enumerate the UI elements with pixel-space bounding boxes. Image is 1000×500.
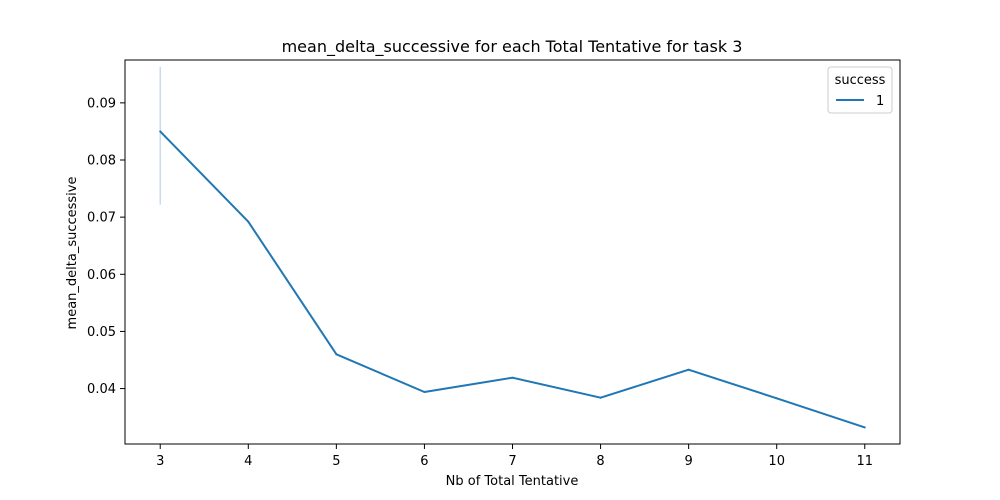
x-tick-label: 4 bbox=[244, 454, 252, 469]
y-axis: 0.04 0.05 0.06 0.07 0.08 0.09 bbox=[87, 96, 125, 397]
data-point bbox=[159, 130, 162, 133]
series-line bbox=[159, 130, 866, 429]
legend: success 1 bbox=[827, 66, 893, 114]
y-tick-label: 0.07 bbox=[87, 211, 116, 226]
data-point bbox=[247, 220, 250, 223]
data-point bbox=[335, 353, 338, 356]
x-axis-label: Nb of Total Tentative bbox=[446, 474, 579, 489]
y-axis-label: mean_delta_successive bbox=[65, 177, 80, 330]
y-tick-label: 0.08 bbox=[87, 154, 116, 169]
series-layer bbox=[159, 66, 866, 429]
legend-entry-label: 1 bbox=[876, 94, 884, 109]
data-point bbox=[423, 391, 426, 393]
legend-title: success bbox=[835, 73, 886, 88]
x-tick-label: 5 bbox=[332, 454, 340, 469]
data-point bbox=[863, 426, 866, 429]
x-tick-label: 9 bbox=[684, 454, 692, 469]
chart-title: mean_delta_successive for each Total Ten… bbox=[282, 37, 743, 57]
y-tick-label: 0.04 bbox=[87, 382, 116, 397]
x-tick-label: 10 bbox=[768, 454, 785, 469]
data-point bbox=[599, 396, 602, 399]
x-tick-label: 8 bbox=[596, 454, 604, 469]
x-tick-label: 6 bbox=[420, 454, 428, 469]
data-point bbox=[511, 376, 514, 379]
y-tick-label: 0.06 bbox=[87, 268, 116, 283]
x-tick-label: 3 bbox=[156, 454, 164, 469]
x-tick-label: 11 bbox=[856, 454, 873, 469]
plot-frame bbox=[124, 59, 901, 445]
data-point bbox=[687, 368, 690, 371]
legend-box bbox=[827, 66, 893, 114]
x-tick-label: 7 bbox=[508, 454, 516, 469]
y-tick-label: 0.09 bbox=[87, 96, 116, 111]
x-axis: 3 4 5 6 7 8 9 10 11 bbox=[156, 444, 873, 469]
y-tick-label: 0.05 bbox=[87, 325, 116, 340]
data-point bbox=[775, 397, 778, 400]
